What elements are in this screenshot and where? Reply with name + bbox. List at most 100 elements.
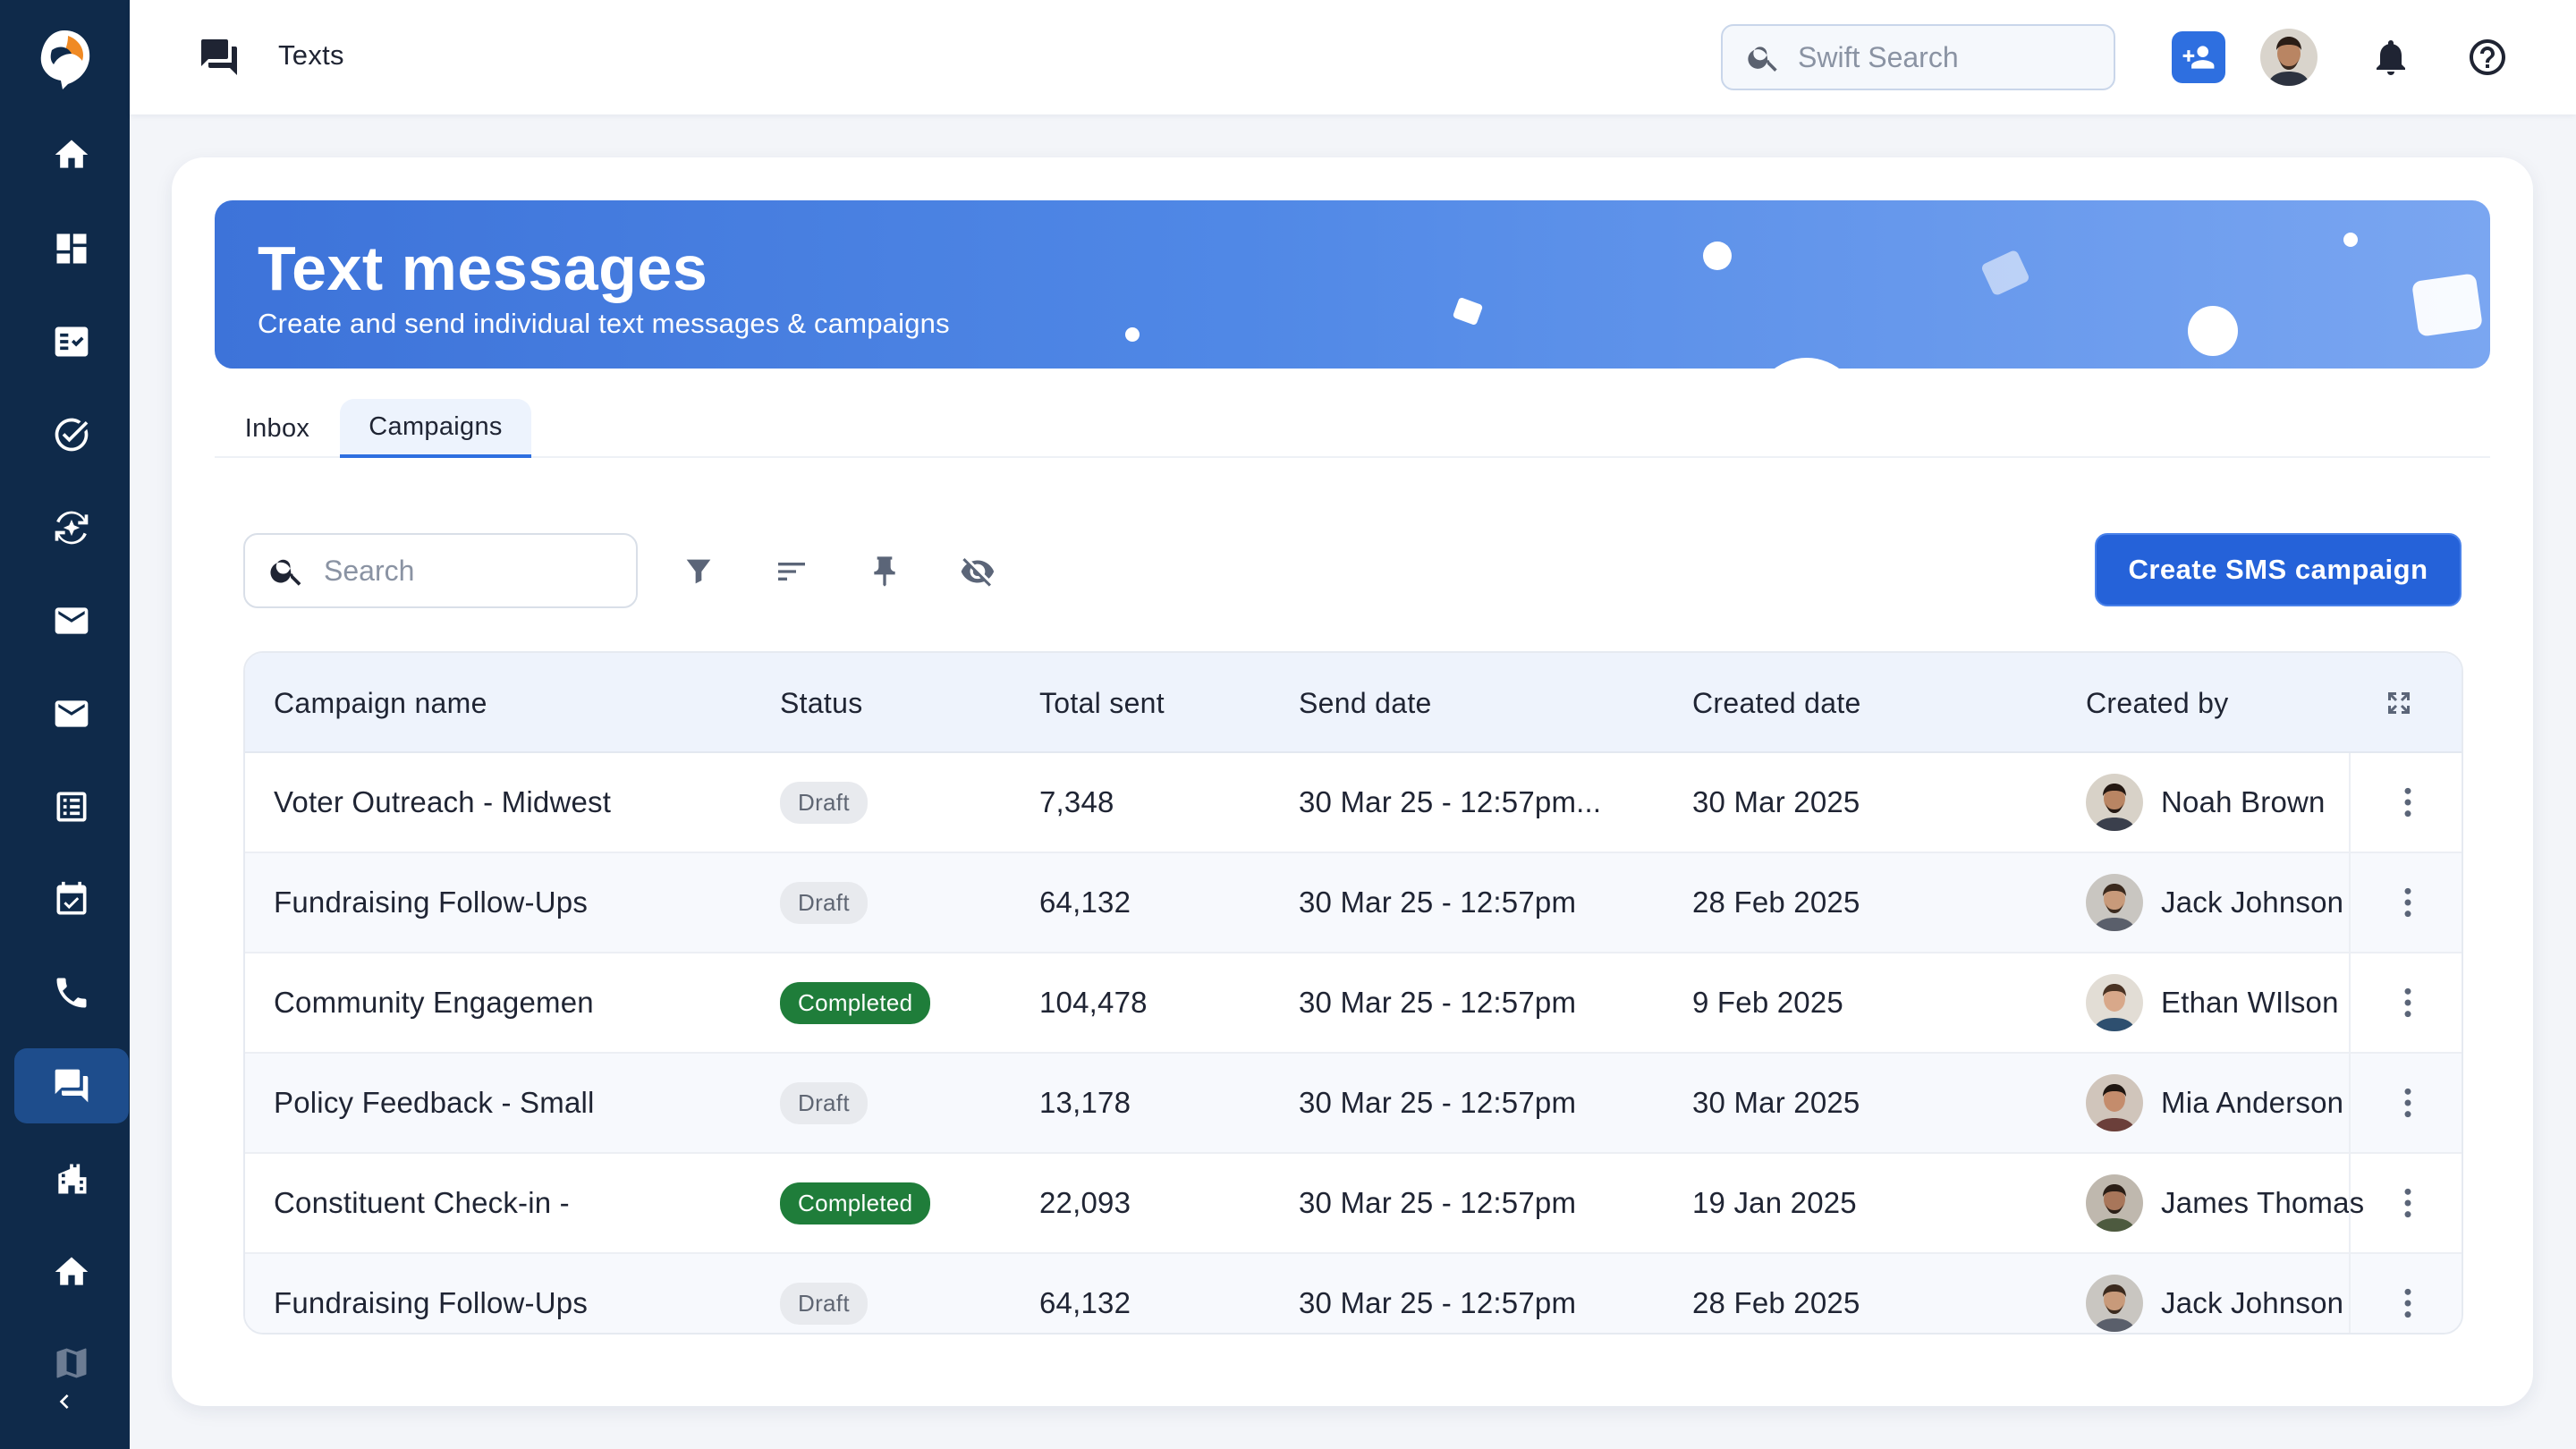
banner-subtitle: Create and send individual text messages… [258, 308, 950, 339]
swift-search-input[interactable] [1798, 40, 2084, 74]
total-sent: 64,132 [1039, 1286, 1131, 1319]
list-icon [56, 792, 87, 822]
sidebar-item-calendar[interactable] [14, 862, 129, 937]
campaign-name[interactable]: Constituent Check-in - [274, 1186, 570, 1219]
filter-icon [686, 559, 711, 584]
campaign-name[interactable]: Community Engagemen [274, 986, 594, 1019]
row-menu-button[interactable] [2349, 953, 2462, 1052]
created-date: 28 Feb 2025 [1692, 1286, 1860, 1319]
column-header-created-by[interactable]: Created by [2086, 687, 2229, 719]
avatar [2086, 1174, 2143, 1232]
table-row[interactable]: Fundraising Follow-Ups Draft 64,132 30 Mar … [245, 853, 2462, 953]
page-banner: Text messages Create and send individual… [215, 200, 2490, 369]
pin-icon [874, 556, 895, 587]
mail-icon [55, 607, 89, 634]
create-sms-campaign-button[interactable]: Create SMS campaign [2095, 533, 2462, 606]
campaign-search-input[interactable] [324, 554, 610, 588]
sidebar-item-phone[interactable] [14, 955, 129, 1030]
bell-icon[interactable] [2369, 36, 2412, 79]
sidebar-item-sparkle[interactable] [14, 490, 129, 565]
row-menu-button[interactable] [2349, 1154, 2462, 1252]
row-menu-button[interactable] [2349, 1054, 2462, 1152]
sidebar-item-home[interactable] [14, 117, 129, 192]
sidebar-item-list[interactable] [14, 769, 129, 844]
collapse-sidebar-button[interactable] [50, 1386, 79, 1417]
created-date: 30 Mar 2025 [1692, 1086, 1860, 1119]
campaign-search[interactable] [243, 533, 638, 608]
sidebar-item-mail[interactable] [14, 583, 129, 658]
status-badge: Draft [780, 1081, 868, 1124]
table-row[interactable]: Constituent Check-in - Completed 22,093 30 … [245, 1154, 2462, 1254]
sort-button[interactable] [771, 551, 812, 592]
row-menu-button[interactable] [2349, 1254, 2462, 1333]
status-cell: Draft [780, 853, 868, 952]
add-user-button[interactable] [2172, 31, 2225, 83]
table-header: Campaign name Status Total sent Send dat… [245, 653, 2462, 753]
creator-name: Mia Anderson [2161, 1086, 2344, 1119]
sidebar-item-texts[interactable] [14, 1048, 129, 1123]
send-date: 30 Mar 25 - 12:57pm [1299, 1186, 1577, 1219]
banner-title: Text messages [258, 233, 708, 303]
column-header-campaign-name[interactable]: Campaign name [274, 687, 487, 719]
map-icon [56, 1348, 87, 1378]
pin-button[interactable] [864, 551, 905, 592]
sidebar-item-map[interactable] [14, 1327, 129, 1399]
avatar [2086, 1275, 2143, 1332]
house-icon [55, 1257, 89, 1285]
total-sent: 7,348 [1039, 785, 1114, 818]
table-row[interactable]: Fundraising Follow-Ups Draft 64,132 30 Mar … [245, 1254, 2462, 1333]
column-header-total-sent[interactable]: Total sent [1039, 687, 1165, 719]
table-row[interactable]: Voter Outreach - Midwest Draft 7,348 30 Mar… [245, 753, 2462, 853]
add-user-icon [2182, 46, 2215, 69]
total-sent: 104,478 [1039, 986, 1148, 1019]
home-icon [55, 140, 89, 168]
search-icon [1748, 47, 1777, 72]
sidebar-item-buildings[interactable] [14, 1141, 129, 1216]
help-icon[interactable] [2466, 36, 2509, 79]
column-header-created-date[interactable]: Created date [1692, 687, 1861, 719]
hide-columns-button[interactable] [957, 551, 998, 592]
sparkle-sync-icon [55, 511, 89, 545]
table-row[interactable]: Community Engagemen Completed 104,478 30 Ma… [245, 953, 2462, 1054]
decor-chat-bubble [2411, 273, 2483, 337]
total-sent: 22,093 [1039, 1186, 1131, 1219]
sidebar-item-dashboard[interactable] [14, 211, 129, 286]
sidebar-item-mail-alt[interactable] [14, 676, 129, 751]
sort-icon [778, 563, 805, 580]
calendar-check-icon [56, 881, 87, 915]
campaign-name[interactable]: Policy Feedback - Small [274, 1086, 595, 1119]
campaign-name[interactable]: Fundraising Follow-Ups [274, 886, 589, 919]
more-vertical-icon [2404, 787, 2411, 818]
campaign-name[interactable]: Voter Outreach - Midwest [274, 785, 612, 818]
row-menu-button[interactable] [2349, 753, 2462, 852]
user-avatar[interactable] [2260, 29, 2318, 86]
expand-icon[interactable] [2383, 687, 2415, 719]
more-vertical-icon [2404, 1188, 2411, 1218]
brand-logo[interactable] [36, 27, 93, 91]
check-circle-icon [55, 418, 89, 452]
campaign-name[interactable]: Fundraising Follow-Ups [274, 1286, 589, 1319]
status-badge: Completed [780, 1182, 931, 1224]
mail-alt-icon [55, 700, 89, 727]
sidebar-item-tasks-board[interactable] [14, 304, 129, 379]
buildings-icon [58, 1164, 87, 1194]
page-title: Texts [278, 39, 344, 71]
filter-button[interactable] [678, 551, 719, 592]
row-menu-button[interactable] [2349, 853, 2462, 952]
created-by: James Thomas [2086, 1154, 2364, 1252]
decor-dot [1125, 327, 1140, 342]
send-date: 30 Mar 25 - 12:57pm... [1299, 785, 1602, 818]
chat-icon [198, 36, 241, 79]
send-date: 30 Mar 25 - 12:57pm [1299, 986, 1577, 1019]
more-vertical-icon [2404, 887, 2411, 918]
dashboard-icon [56, 233, 87, 264]
sidebar-item-house[interactable] [14, 1234, 129, 1309]
search-icon [270, 559, 301, 586]
tab-inbox[interactable]: Inbox [244, 413, 310, 443]
table-row[interactable]: Policy Feedback - Small Draft 13,178 30 Mar… [245, 1054, 2462, 1154]
column-header-status[interactable]: Status [780, 687, 863, 719]
sidebar-item-check[interactable] [14, 397, 129, 472]
tab-campaigns[interactable]: Campaigns [340, 399, 531, 458]
swift-search[interactable] [1721, 24, 2115, 90]
column-header-send-date[interactable]: Send date [1299, 687, 1432, 719]
